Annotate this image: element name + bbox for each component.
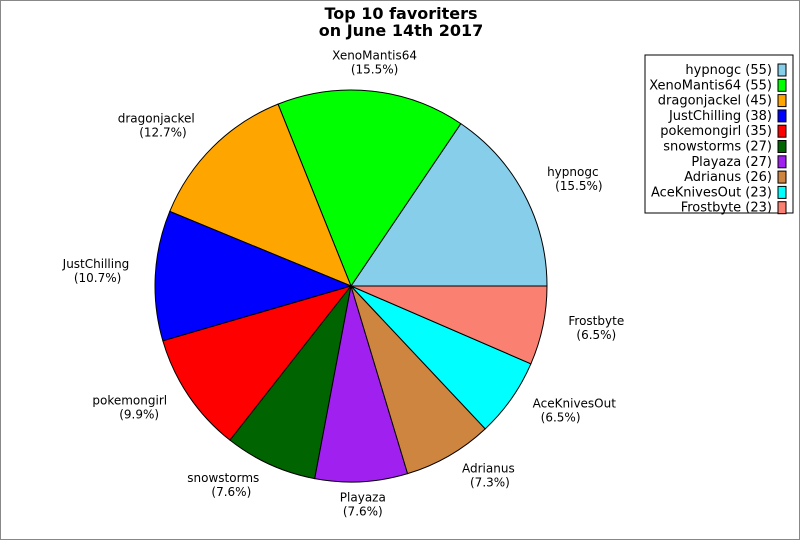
slice-label: dragonjackel [118,111,195,125]
slice-label: Adrianus [462,461,515,475]
legend-swatch [777,124,787,138]
chart-title-line-2: on June 14th 2017 [319,21,484,40]
slice-percent-label: (7.6%) [343,505,383,519]
legend-swatch [777,155,787,169]
legend-entry: XenoMantis64 (55) [649,78,772,93]
pie-slice-pokemongirl [162,285,353,441]
legend-swatch [777,170,787,184]
slice-percent-label: (6.5%) [541,411,581,425]
pie-slice-dragonjackel [169,103,352,287]
slice-percent-label: (10.7%) [74,271,121,285]
legend-entry: JustChilling (38) [668,109,772,124]
legend-swatch [777,201,787,215]
slice-label: Playaza [340,491,386,505]
legend-swatch [777,109,787,123]
legend-box [644,54,794,214]
legend-swatch [777,185,787,199]
legend-entry: pokemongirl (35) [660,124,772,139]
legend-entry: Adrianus (26) [684,170,772,185]
pie-slice-XenoMantis64 [277,89,462,288]
legend-entry: snowstorms (27) [663,140,772,155]
pie-slice-Playaza [314,285,409,483]
slice-percent-label: (7.3%) [470,475,510,489]
slice-percent-label: (15.5%) [555,179,602,193]
legend-swatch [777,94,787,108]
slice-percent-label: (6.5%) [576,328,616,342]
pie-slice-JustChilling [154,210,353,342]
slice-label: pokemongirl [92,393,167,407]
legend-entry: dragonjackel (45) [658,94,772,109]
legend-swatch [777,140,787,153]
pie-slice-hypnogc [350,122,548,287]
slice-label: Frostbyte [568,314,624,328]
chart-title-line-1: Top 10 favoriters [324,4,477,23]
slice-percent-label: (12.7%) [139,125,186,139]
slice-percent-label: (9.9%) [119,407,159,421]
legend-entry: Frostbyte (23) [681,201,772,216]
pie-slice-Frostbyte [350,285,548,365]
legend-entry: hypnogc (55) [685,63,772,78]
legend-entry: AceKnivesOut (23) [651,185,772,200]
legend-swatch [777,78,787,92]
pie-slice-snowstorms [229,285,352,480]
slice-percent-label: (15.5%) [351,62,398,76]
legend-entry: Playaza (27) [691,155,772,170]
legend: hypnogc (55)XenoMantis64 (55)dragonjacke… [644,54,794,216]
slice-label: XenoMantis64 [332,48,417,62]
slice-label: snowstorms [187,471,259,485]
slice-label: hypnogc [547,165,599,179]
legend-swatch [777,63,787,77]
slice-label: JustChilling [62,257,130,271]
slice-percent-label: (7.6%) [211,485,251,499]
slice-label: AceKnivesOut [533,397,617,411]
